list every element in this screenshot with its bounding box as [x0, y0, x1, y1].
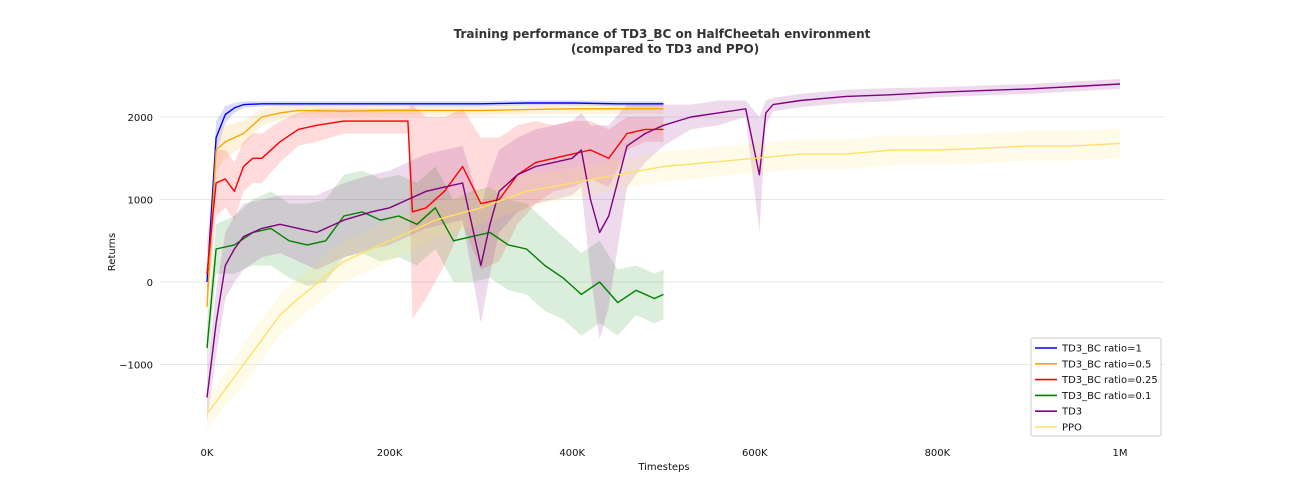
legend-label-5: PPO	[1062, 423, 1082, 434]
legend-label-0: TD3_BC ratio=1	[1061, 344, 1142, 355]
legend-label-2: TD3_BC ratio=0.25	[1061, 375, 1158, 386]
x-tick-label: 600K	[742, 448, 768, 459]
x-tick-label: 800K	[925, 448, 951, 459]
x-axis-label: Timesteps	[637, 462, 689, 473]
confidence-bands	[207, 79, 1120, 431]
series-band-5	[207, 128, 1120, 431]
legend-label-3: TD3_BC ratio=0.1	[1061, 391, 1151, 402]
y-axis-label: Returns	[107, 233, 118, 271]
legend-label-4: TD3	[1061, 407, 1082, 418]
series-line-0	[206, 102, 664, 283]
chart-subtitle: (compared to TD3 and PPO)	[571, 42, 759, 56]
chart-title: Training performance of TD3_BC on HalfCh…	[454, 27, 871, 42]
axis-ticks: −1000 0 1000 2000 0K 200K 400K 600K 800K 1M	[119, 113, 1127, 459]
series-line-4	[206, 83, 1121, 398]
x-tick-label: 0K	[201, 448, 214, 459]
series-line-3	[206, 207, 664, 349]
series-line-1	[206, 108, 664, 307]
legend-box	[1030, 337, 1162, 437]
series-line-5	[206, 142, 1121, 415]
series-band-4	[207, 79, 1120, 423]
series-lines	[206, 83, 1121, 415]
gridlines	[160, 116, 1165, 365]
x-tick-label: 400K	[559, 448, 585, 459]
y-tick-label: 2000	[128, 113, 153, 124]
y-tick-label: −1000	[119, 361, 153, 372]
legend-items: TD3_BC ratio=1 TD3_BC ratio=0.5 TD3_BC rat…	[1035, 344, 1158, 434]
y-tick-label: 1000	[128, 196, 153, 207]
legend: TD3_BC ratio=1 TD3_BC ratio=0.5 TD3_BC rat…	[1030, 337, 1162, 437]
x-tick-label: 200K	[377, 448, 403, 459]
legend-label-1: TD3_BC ratio=0.5	[1061, 359, 1151, 370]
series-band-3	[207, 166, 664, 373]
y-tick-label: 0	[147, 278, 153, 289]
x-tick-label: 1M	[1113, 448, 1128, 459]
series-band-2	[207, 104, 664, 320]
